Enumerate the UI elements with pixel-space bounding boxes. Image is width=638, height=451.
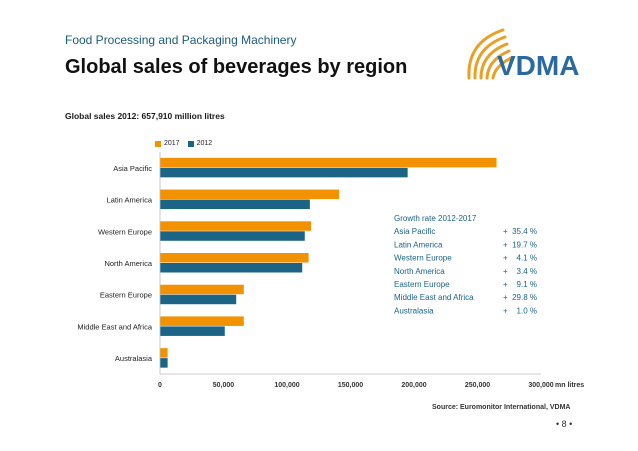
legend-item-2017: 2017 (155, 140, 180, 147)
x-tick-label: 300,000 (528, 382, 553, 389)
x-tick-label: 200,000 (401, 382, 426, 389)
legend-label-2017: 2017 (164, 140, 180, 147)
bar-2017-australasia (160, 348, 168, 358)
growth-sign: + (503, 267, 508, 276)
x-tick-label: 50,000 (213, 382, 235, 389)
legend-item-2012: 2012 (187, 140, 213, 147)
bar-2012-eastern-europe (160, 294, 237, 305)
growth-sign: + (503, 306, 508, 315)
growth-value: 4.1 % (517, 254, 537, 263)
category-label: North America (104, 259, 152, 268)
x-tick-label: 250,000 (465, 382, 490, 389)
page-number: • 8 • (556, 419, 573, 429)
growth-region-label: Australasia (394, 306, 434, 315)
slide-kicker: Food Processing and Packaging Machinery (65, 33, 297, 47)
growth-value: 3.4 % (517, 267, 537, 276)
growth-sign: + (503, 227, 508, 236)
growth-region-label: Latin America (394, 240, 443, 249)
category-label: Asia Pacific (113, 164, 152, 173)
logo-text: VDMA (497, 50, 579, 81)
x-tick-label: 0 (158, 382, 162, 389)
growth-value: 35.4 % (512, 227, 537, 236)
x-tick-label: 150,000 (338, 382, 363, 389)
growth-value: 1.0 % (517, 306, 537, 315)
bar-2017-north-america (160, 253, 309, 263)
growth-rate-heading: Growth rate 2012-2017 (394, 214, 477, 223)
bar-2017-western-europe (160, 221, 312, 231)
legend-label-2012: 2012 (196, 140, 213, 147)
bar-2012-middle-east-and-africa (160, 326, 225, 336)
category-label: Latin America (107, 196, 153, 205)
growth-sign: + (503, 280, 508, 289)
legend-swatch-2017 (155, 140, 161, 147)
growth-sign: + (503, 293, 508, 302)
growth-region-label: Middle East and Africa (394, 293, 474, 302)
chart-legend: 2017 2012 (155, 140, 212, 147)
category-label: Eastern Europe (100, 291, 152, 300)
x-tick-label: 100,000 (274, 382, 299, 389)
bar-2017-eastern-europe (160, 284, 244, 295)
bar-2017-asia-pacific (160, 157, 497, 168)
growth-region-label: Eastern Europe (394, 280, 450, 289)
growth-value: 9.1 % (517, 280, 537, 289)
growth-region-label: Western Europe (394, 254, 452, 263)
logo-arcs (467, 28, 513, 80)
bar-2017-latin-america (160, 189, 340, 200)
chart-subtitle: Global sales 2012: 657,910 million litre… (65, 111, 225, 121)
bar-2012-western-europe (160, 231, 305, 241)
growth-region-label: North America (394, 267, 445, 276)
growth-value: 19.7 % (512, 240, 537, 249)
growth-sign: + (503, 254, 508, 263)
slide-title: Global sales of beverages by region (65, 56, 408, 78)
vdma-logo: VDMA (467, 28, 579, 81)
bar-2017-middle-east-and-africa (160, 316, 244, 326)
growth-sign: + (503, 240, 508, 249)
bar-2012-latin-america (160, 199, 310, 210)
growth-region-label: Asia Pacific (394, 227, 435, 236)
growth-value: 29.8 % (512, 293, 537, 302)
category-label: Western Europe (98, 227, 152, 236)
legend-swatch-2012 (187, 140, 194, 147)
category-label: Australasia (115, 354, 153, 363)
bar-2012-australasia (160, 358, 168, 368)
bar-2012-north-america (160, 263, 303, 273)
bar-2012-asia-pacific (160, 167, 408, 178)
category-label: Middle East and Africa (77, 322, 152, 331)
source-note: Source: Euromonitor International, VDMA (432, 404, 571, 411)
x-axis-label: mn litres (555, 382, 584, 389)
